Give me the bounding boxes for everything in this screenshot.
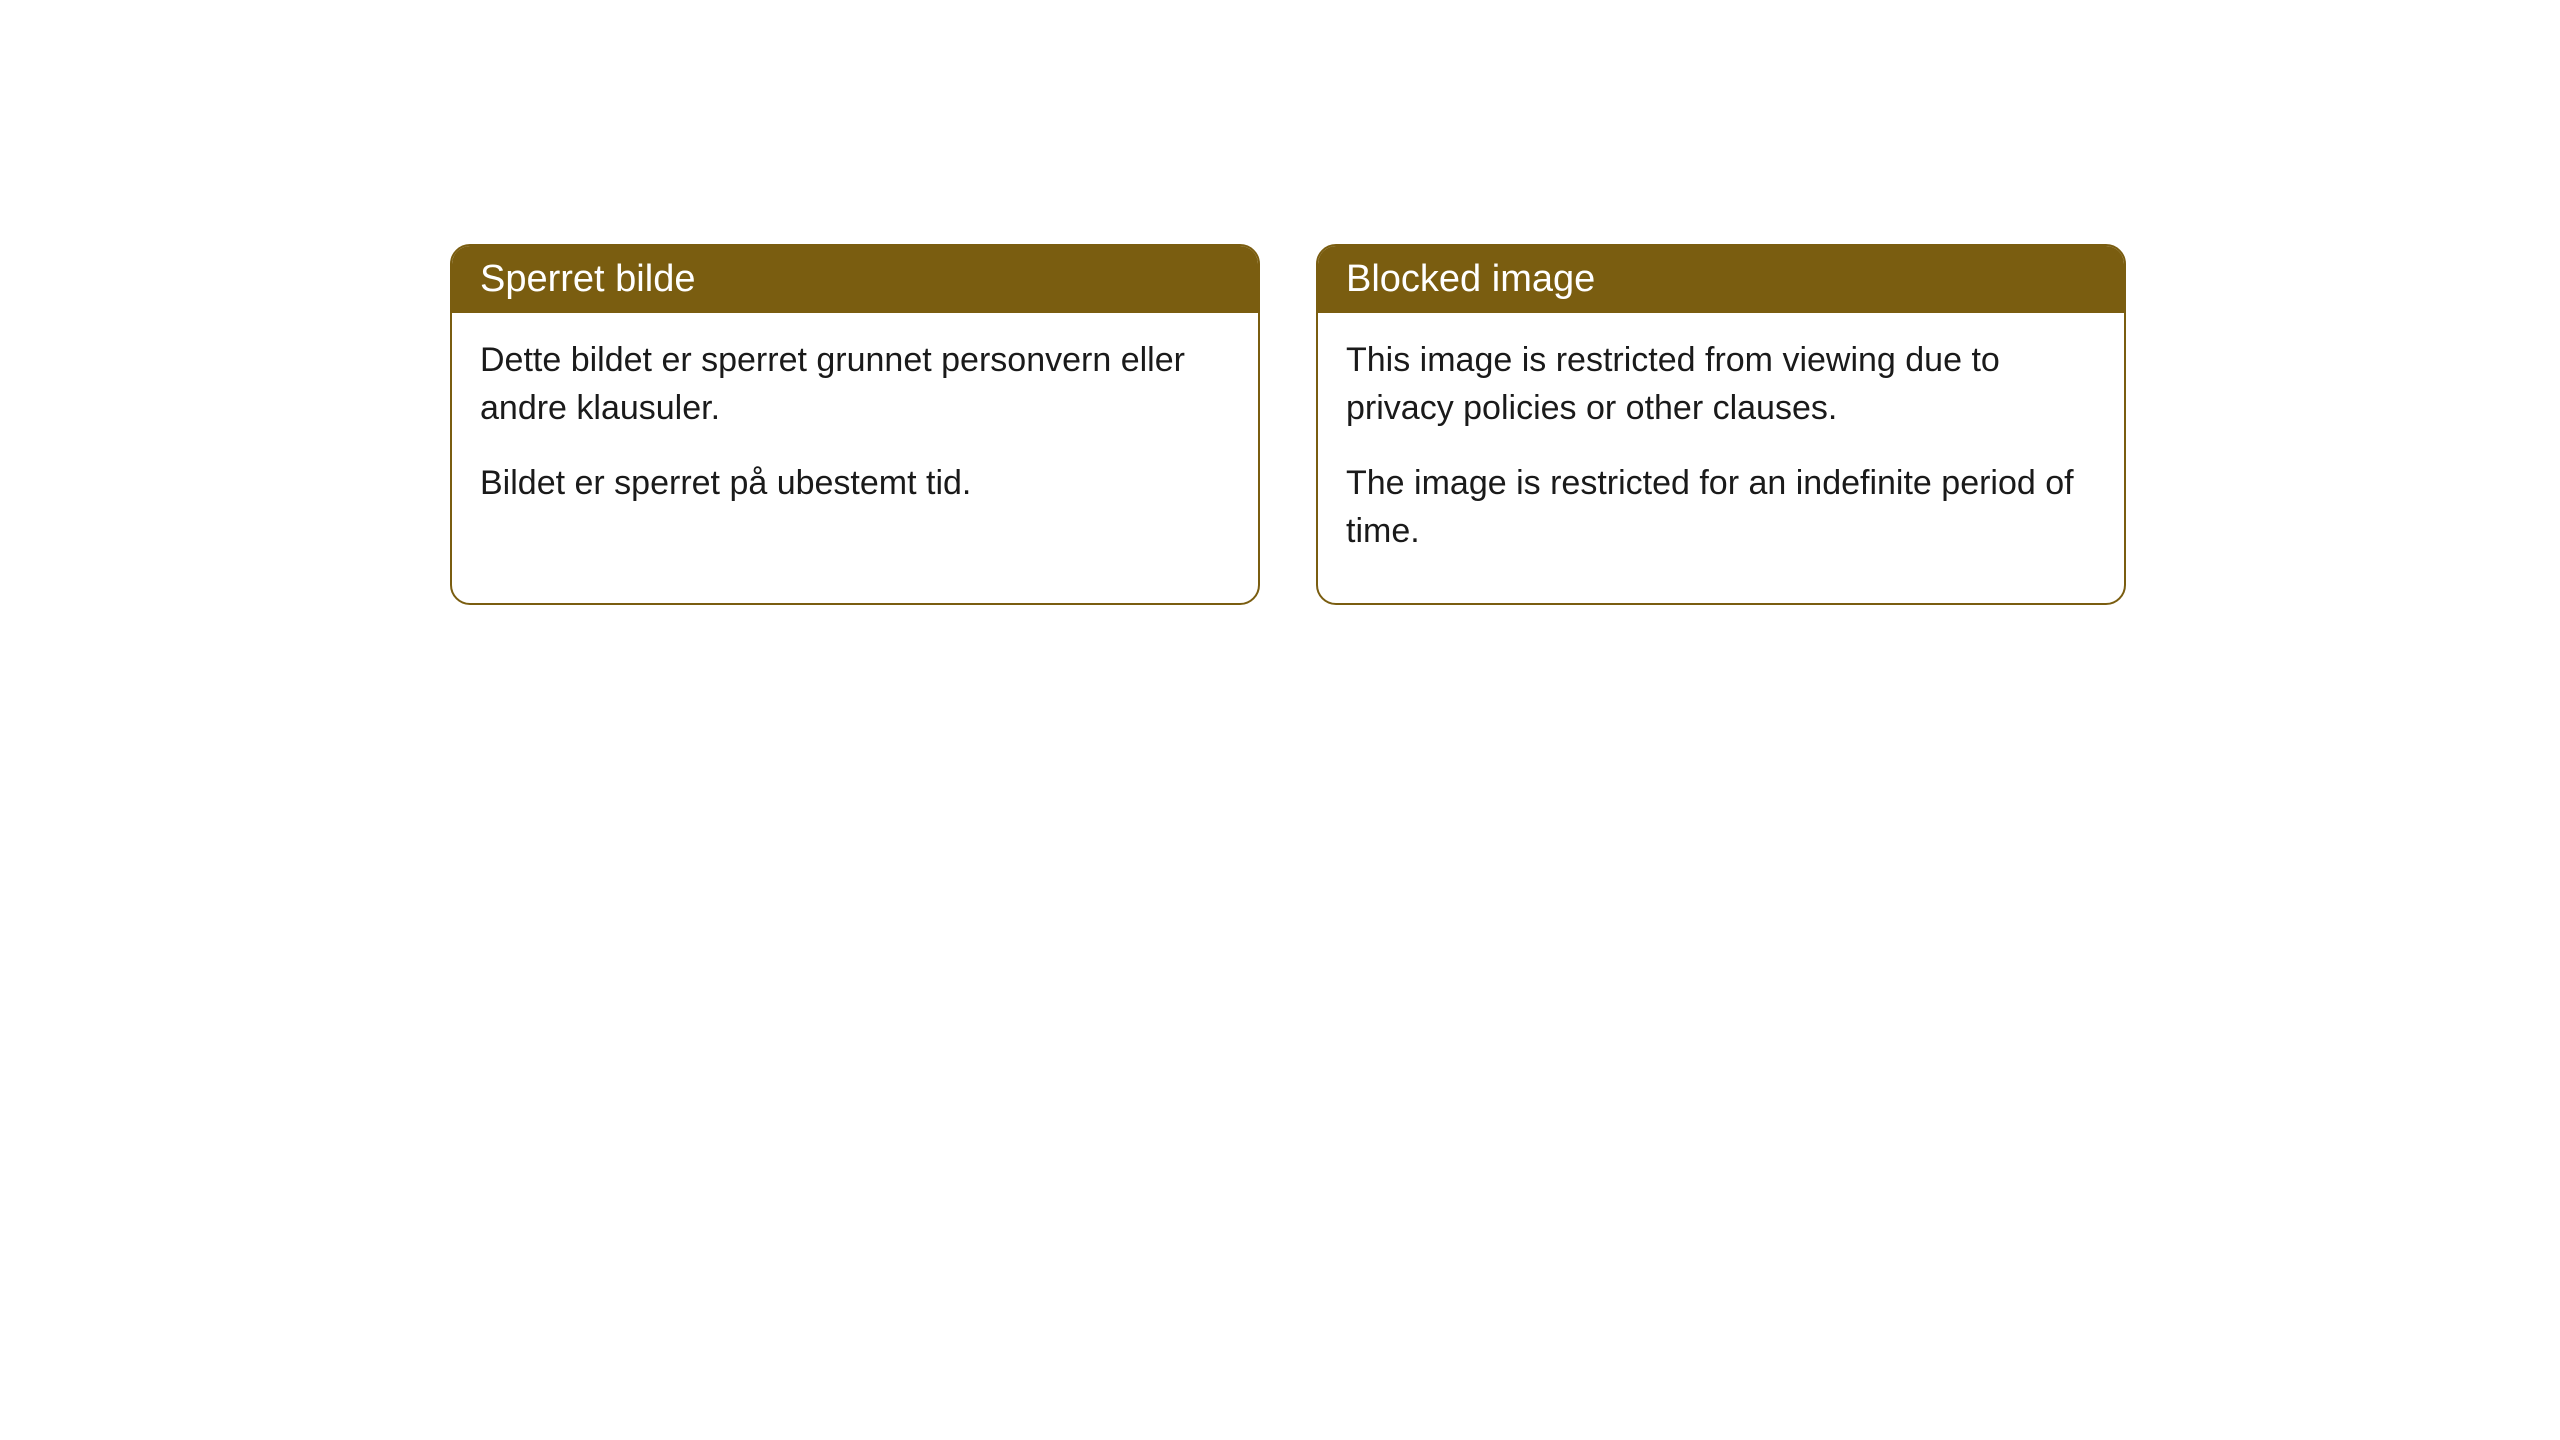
card-title-no: Sperret bilde — [480, 258, 695, 300]
card-header-en: Blocked image — [1318, 246, 2124, 313]
card-body-en: This image is restricted from viewing du… — [1318, 313, 2124, 603]
cards-container: Sperret bilde Dette bildet er sperret gr… — [450, 244, 2126, 605]
blocked-image-card-no: Sperret bilde Dette bildet er sperret gr… — [450, 244, 1260, 605]
card-paragraph-en-2: The image is restricted for an indefinit… — [1346, 460, 2096, 555]
card-body-no: Dette bildet er sperret grunnet personve… — [452, 313, 1258, 556]
card-paragraph-no-1: Dette bildet er sperret grunnet personve… — [480, 337, 1230, 432]
card-header-no: Sperret bilde — [452, 246, 1258, 313]
card-title-en: Blocked image — [1346, 258, 1595, 300]
blocked-image-card-en: Blocked image This image is restricted f… — [1316, 244, 2126, 605]
card-paragraph-no-2: Bildet er sperret på ubestemt tid. — [480, 460, 1230, 508]
card-paragraph-en-1: This image is restricted from viewing du… — [1346, 337, 2096, 432]
